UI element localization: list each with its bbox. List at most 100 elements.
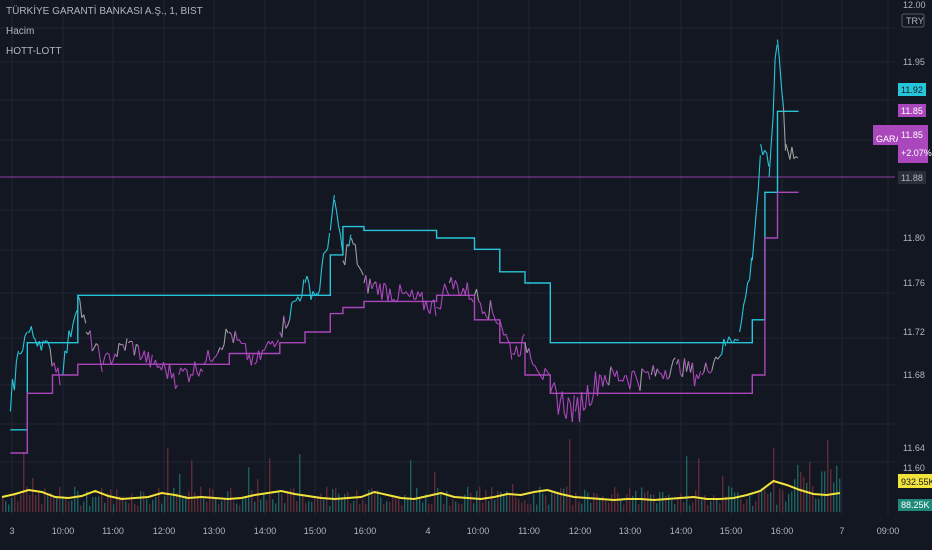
price-segment (172, 373, 177, 389)
price-segment (785, 143, 789, 152)
price-segment (321, 253, 325, 269)
volume-bar (191, 460, 193, 512)
volume-bar (365, 503, 367, 512)
volume-bar (227, 491, 229, 512)
x-tick-label: 12:00 (153, 526, 176, 536)
price-segment (166, 363, 171, 379)
volume-bar (323, 499, 325, 512)
price-segment (795, 156, 799, 159)
price-segment (672, 357, 676, 361)
currency-label: TRY (906, 16, 924, 26)
price-segment (557, 401, 561, 415)
volume-bar (770, 492, 772, 512)
y-tick-label: 11.64 (903, 443, 925, 453)
price-segment (102, 355, 106, 365)
volume-bar (572, 504, 574, 512)
last-price-text: 11.85 (901, 130, 923, 140)
price-segment (401, 292, 405, 295)
price-segment (654, 368, 658, 377)
price-segment (766, 153, 770, 167)
time-axis[interactable]: 3 10:00 11:00 12:00 13:00 14:00 15:00 16:00 4 10:… (9, 526, 899, 536)
volume-bar (389, 501, 391, 512)
volume-bar (308, 501, 310, 512)
price-segment (9, 379, 13, 412)
volume-bar (827, 439, 829, 512)
volume-bar (41, 504, 43, 512)
volume-bar (467, 487, 469, 512)
volume-bar (812, 486, 814, 512)
price-segment (433, 299, 437, 316)
volume-bar (836, 465, 838, 512)
volume-bar (179, 473, 181, 512)
price-axis[interactable]: 11.95 11.88 11.80 11.76 11.72 11.68 11.64 11.60… (901, 0, 926, 473)
price-segment (329, 212, 333, 231)
volume-bar (236, 503, 238, 512)
price-segment (74, 310, 78, 317)
price-segment (774, 44, 778, 59)
volume-bar (776, 504, 778, 512)
volume-bar (374, 491, 376, 512)
price-segment (281, 315, 285, 338)
volume-bar (206, 501, 208, 512)
volume-bar (272, 499, 274, 512)
volume-bar (53, 496, 55, 512)
price-segment (215, 352, 219, 357)
volume-bar (251, 489, 253, 512)
volume-bar (578, 501, 580, 512)
price-segment (561, 391, 565, 414)
volume-bar (350, 503, 352, 512)
price-segment (417, 291, 421, 297)
price-segment (592, 371, 597, 395)
price-segment (518, 354, 521, 357)
volume-legend-label[interactable]: Hacim (6, 26, 35, 37)
price-segment (217, 347, 221, 353)
volume-bar (284, 503, 286, 512)
indicator-legend-label[interactable]: HOTT-LOTT (6, 46, 62, 57)
volume-bar (782, 490, 784, 512)
volume-bar (461, 504, 463, 512)
x-tick-label: 12:00 (569, 526, 592, 536)
volume-bar (566, 486, 568, 512)
price-segment (589, 403, 592, 407)
volume-bar (611, 494, 613, 512)
volume-bar (92, 497, 94, 512)
price-segment (225, 328, 229, 334)
volume-bar (239, 505, 241, 512)
currency-box (901, 13, 925, 28)
price-change-text: +2.07% (901, 148, 932, 158)
volume-bar (287, 490, 289, 512)
symbol-title[interactable]: TÜRKİYE GARANTİ BANKASI A.Ş., 1, BIST (6, 6, 203, 17)
price-segment (456, 284, 460, 296)
volume-bar (392, 496, 394, 512)
volume-bar (125, 501, 127, 512)
volume-bar (722, 476, 724, 512)
volume-bar (185, 495, 187, 512)
volume-bar (35, 495, 37, 512)
volume-bar (266, 500, 268, 512)
volume-bar (110, 489, 112, 512)
price-segment (116, 343, 120, 357)
volume-bar (542, 493, 544, 512)
volume-bar (617, 492, 619, 512)
volume-bar (515, 497, 517, 512)
price-segment (221, 344, 225, 351)
price-segment (323, 251, 326, 254)
volume-bar (17, 501, 19, 512)
price-segment (681, 358, 686, 377)
volume-bar (650, 494, 652, 512)
price-segment (395, 299, 399, 303)
x-tick-label: 3 (9, 526, 14, 536)
volume-bar (416, 487, 418, 512)
y-tick-label: 11.68 (903, 370, 925, 380)
volume-bar (278, 491, 280, 512)
price-segment (739, 320, 743, 333)
price-segment (45, 340, 49, 343)
volume-bar (305, 502, 307, 512)
volume-bar (584, 489, 586, 512)
volume-bar (167, 448, 169, 512)
volume-bar (755, 501, 757, 512)
volume-last-tag: 88.25K (898, 499, 932, 511)
price-segment (356, 264, 360, 268)
price-segment (389, 288, 393, 301)
